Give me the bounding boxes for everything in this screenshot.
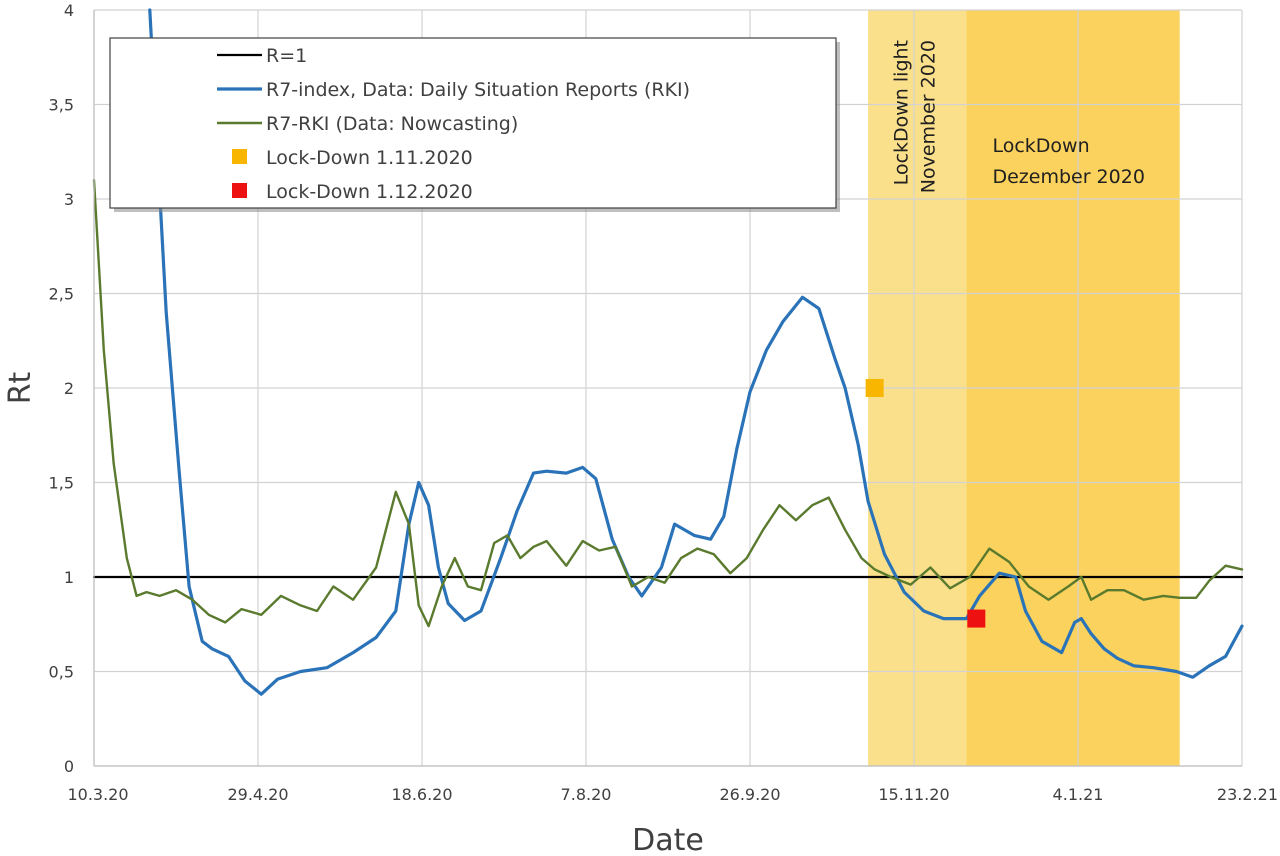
tick-labels: 10.3.20 29.4.20 18.6.20 7.8.20 26.9.20 15.11.… [49,1,1278,804]
legend-label-2: R7-RKI (Data: Nowcasting) [266,113,518,135]
marker-0 [865,379,884,397]
axes [93,10,1242,767]
region-label-0: LockDown light November 2020 [890,40,939,193]
legend-label-0: R=1 [266,45,307,67]
region-label-0-line-1: November 2020 [917,40,939,193]
region-label-0-line-0: LockDown light [890,40,912,185]
x-tick-label-1: 29.4.20 [227,785,288,804]
region-label-1: LockDown Dezember 2020 [992,135,1144,188]
series-line-2 [92,178,1244,628]
x-tick-label-7: 23.2.21 [1217,785,1278,804]
x-tick-label-3: 7.8.20 [561,785,612,804]
region-label-1-line-1: Dezember 2020 [992,166,1144,188]
x-tick-label-0: 10.3.20 [67,785,128,804]
x-tick-label-5: 15.11.20 [878,785,949,804]
legend-swatch-4 [232,183,247,198]
x-axis-title: Date [632,823,704,856]
y-axis-title: Rt [3,371,38,404]
y-tick-label-8: 4 [64,1,74,20]
x-tick-label-6: 4.1.21 [1053,785,1104,804]
x-tick-label-4: 26.9.20 [719,785,780,804]
series-lines [92,8,1244,696]
region-labels: LockDown light November 2020 LockDown Dezem… [890,40,1145,193]
legend-label-3: Lock-Down 1.11.2020 [266,147,473,169]
series-line-1 [148,8,1244,696]
y-tick-label-4: 2 [64,379,74,398]
region-label-1-line-0: LockDown [992,135,1089,157]
x-tick-label-2: 18.6.20 [391,785,452,804]
y-tick-label-7: 3,5 [49,96,74,115]
lockdown-markers [865,379,986,628]
y-tick-label-6: 3 [64,190,74,209]
y-tick-label-2: 1 [64,568,74,587]
y-tick-label-0: 0 [64,757,74,776]
legend-label-1: R7-index, Data: Daily Situation Reports … [266,79,690,101]
legend-swatch-3 [232,149,247,164]
legend-label-4: Lock-Down 1.12.2020 [266,181,473,203]
y-tick-label-5: 2,5 [49,285,74,304]
y-tick-label-3: 1,5 [49,474,74,493]
legend: R=1 R7-index, Data: Daily Situation Repor… [109,37,840,212]
marker-1 [967,609,986,628]
y-tick-label-1: 0,5 [49,663,74,682]
